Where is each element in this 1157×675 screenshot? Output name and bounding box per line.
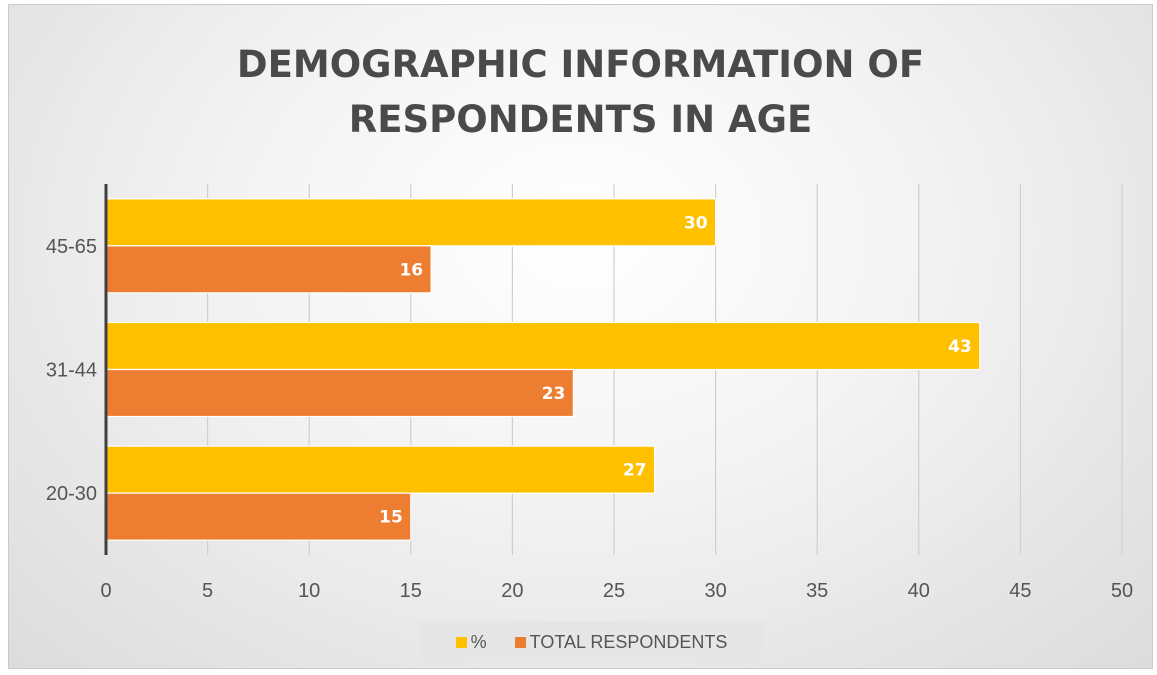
legend-swatch-total-respondents — [514, 636, 526, 648]
x-tick-label-0: 0 — [100, 580, 111, 602]
data-label-percent-20-30: 27 — [623, 461, 647, 481]
legend-item-total-respondents: TOTAL RESPONDENTS — [514, 631, 728, 653]
legend-label-total-respondents: TOTAL RESPONDENTS — [529, 631, 728, 652]
chart-frame: DEMOGRAPHIC INFORMATION OF RESPONDENTS I… — [8, 4, 1153, 669]
legend-item-percent: % — [455, 631, 487, 653]
x-tick-label-35: 35 — [806, 580, 828, 602]
legend-label-percent: % — [470, 631, 487, 652]
data-label-total-respondents-45-65: 16 — [399, 260, 423, 280]
x-tick-label-45: 45 — [1009, 580, 1031, 602]
x-tick-label-40: 40 — [908, 580, 930, 602]
legend-swatch-percent — [455, 636, 467, 648]
chart-title: DEMOGRAPHIC INFORMATION OF RESPONDENTS I… — [9, 37, 1152, 147]
bar-total-respondents-31-44 — [105, 368, 574, 418]
chart-legend: % TOTAL RESPONDENTS — [419, 621, 764, 663]
x-tick-label-20: 20 — [501, 580, 523, 602]
data-label-total-respondents-31-44: 23 — [542, 384, 566, 404]
y-category-label-45-65: 45-65 — [46, 236, 97, 258]
bar-total-respondents-45-65 — [105, 245, 432, 294]
x-tick-label-10: 10 — [298, 580, 320, 602]
chart-plot-area: 0 5 10 15 20 25 30 35 40 45 50 20-30 27 15 31-44 43 23 45… — [46, 184, 1133, 602]
data-label-percent-45-65: 30 — [684, 213, 708, 233]
x-tick-label-30: 30 — [704, 580, 726, 602]
data-label-total-respondents-20-30: 15 — [379, 508, 403, 528]
x-tick-label-15: 15 — [400, 580, 422, 602]
bar-total-respondents-20-30 — [105, 492, 412, 541]
y-category-label-20-30: 20-30 — [46, 483, 97, 505]
bar-percent-20-30 — [105, 445, 656, 494]
bar-percent-31-44 — [105, 321, 981, 371]
x-tick-label-25: 25 — [603, 580, 625, 602]
chart-title-line-2: RESPONDENTS IN AGE — [348, 98, 813, 141]
y-category-label-31-44: 31-44 — [46, 360, 97, 382]
data-label-percent-31-44: 43 — [948, 337, 972, 357]
x-tick-label-50: 50 — [1111, 580, 1133, 602]
x-tick-label-5: 5 — [202, 580, 213, 602]
chart-title-line-1: DEMOGRAPHIC INFORMATION OF — [236, 43, 925, 86]
bar-percent-45-65 — [105, 198, 717, 247]
